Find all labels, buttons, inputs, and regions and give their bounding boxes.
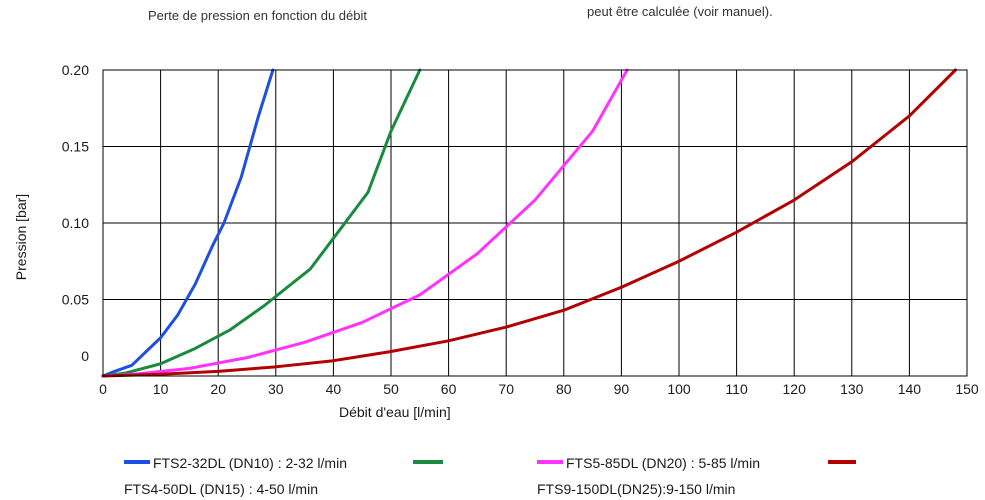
caption-left: Perte de pression en fonction du débit bbox=[148, 8, 367, 23]
x-tick-label: 100 bbox=[667, 381, 691, 397]
x-tick-label: 110 bbox=[725, 381, 748, 397]
y-tick-labels: 0 0.05 0.10 0.15 0.20 bbox=[62, 62, 89, 364]
x-tick-label: 130 bbox=[840, 381, 864, 397]
x-tick-label: 140 bbox=[898, 381, 922, 397]
x-tick-label: 50 bbox=[383, 381, 399, 397]
series-line-3 bbox=[101, 68, 629, 378]
legend-label-2: FTS4-50DL (DN15) : 4-50 l/min bbox=[124, 481, 318, 497]
legend: FTS2-32DL (DN10) : 2-32 l/min FTS4-50DL (… bbox=[124, 455, 856, 497]
y-tick-label: 0 bbox=[81, 348, 89, 364]
x-tick-label: 80 bbox=[556, 381, 572, 397]
y-axis-title: Pression [bar] bbox=[13, 194, 29, 280]
x-tick-label: 0 bbox=[99, 381, 107, 397]
y-tick-label: 0.05 bbox=[62, 292, 89, 308]
x-tick-label: 90 bbox=[614, 381, 630, 397]
legend-label-3: FTS5-85DL (DN20) : 5-85 l/min bbox=[566, 455, 760, 471]
x-tick-label: 60 bbox=[441, 381, 457, 397]
series-line-4 bbox=[101, 68, 957, 378]
x-tick-label: 120 bbox=[783, 381, 807, 397]
legend-label-4: FTS9-150DL(DN25):9-150 l/min bbox=[537, 481, 735, 497]
x-tick-label: 150 bbox=[955, 381, 979, 397]
y-tick-label: 0.15 bbox=[62, 139, 89, 155]
y-tick-label: 0.20 bbox=[62, 62, 89, 78]
y-tick-label: 0.10 bbox=[62, 215, 89, 231]
plot-frame bbox=[102, 69, 968, 377]
series-line-2 bbox=[101, 68, 422, 378]
x-tick-label: 20 bbox=[210, 381, 226, 397]
caption-right: peut être calculée (voir manuel). bbox=[587, 4, 773, 19]
legend-label-1: FTS2-32DL (DN10) : 2-32 l/min bbox=[153, 455, 347, 471]
series-line-1 bbox=[101, 68, 275, 378]
x-tick-label: 30 bbox=[268, 381, 284, 397]
curves bbox=[101, 68, 957, 378]
x-tick-label: 70 bbox=[498, 381, 514, 397]
x-axis-title: Débit d'eau [l/min] bbox=[339, 404, 451, 420]
x-tick-label: 10 bbox=[153, 381, 169, 397]
x-tick-labels: 0 10 20 30 40 50 60 70 80 90 100 110 120 130 140 150 bbox=[99, 381, 979, 397]
x-tick-label: 40 bbox=[326, 381, 342, 397]
